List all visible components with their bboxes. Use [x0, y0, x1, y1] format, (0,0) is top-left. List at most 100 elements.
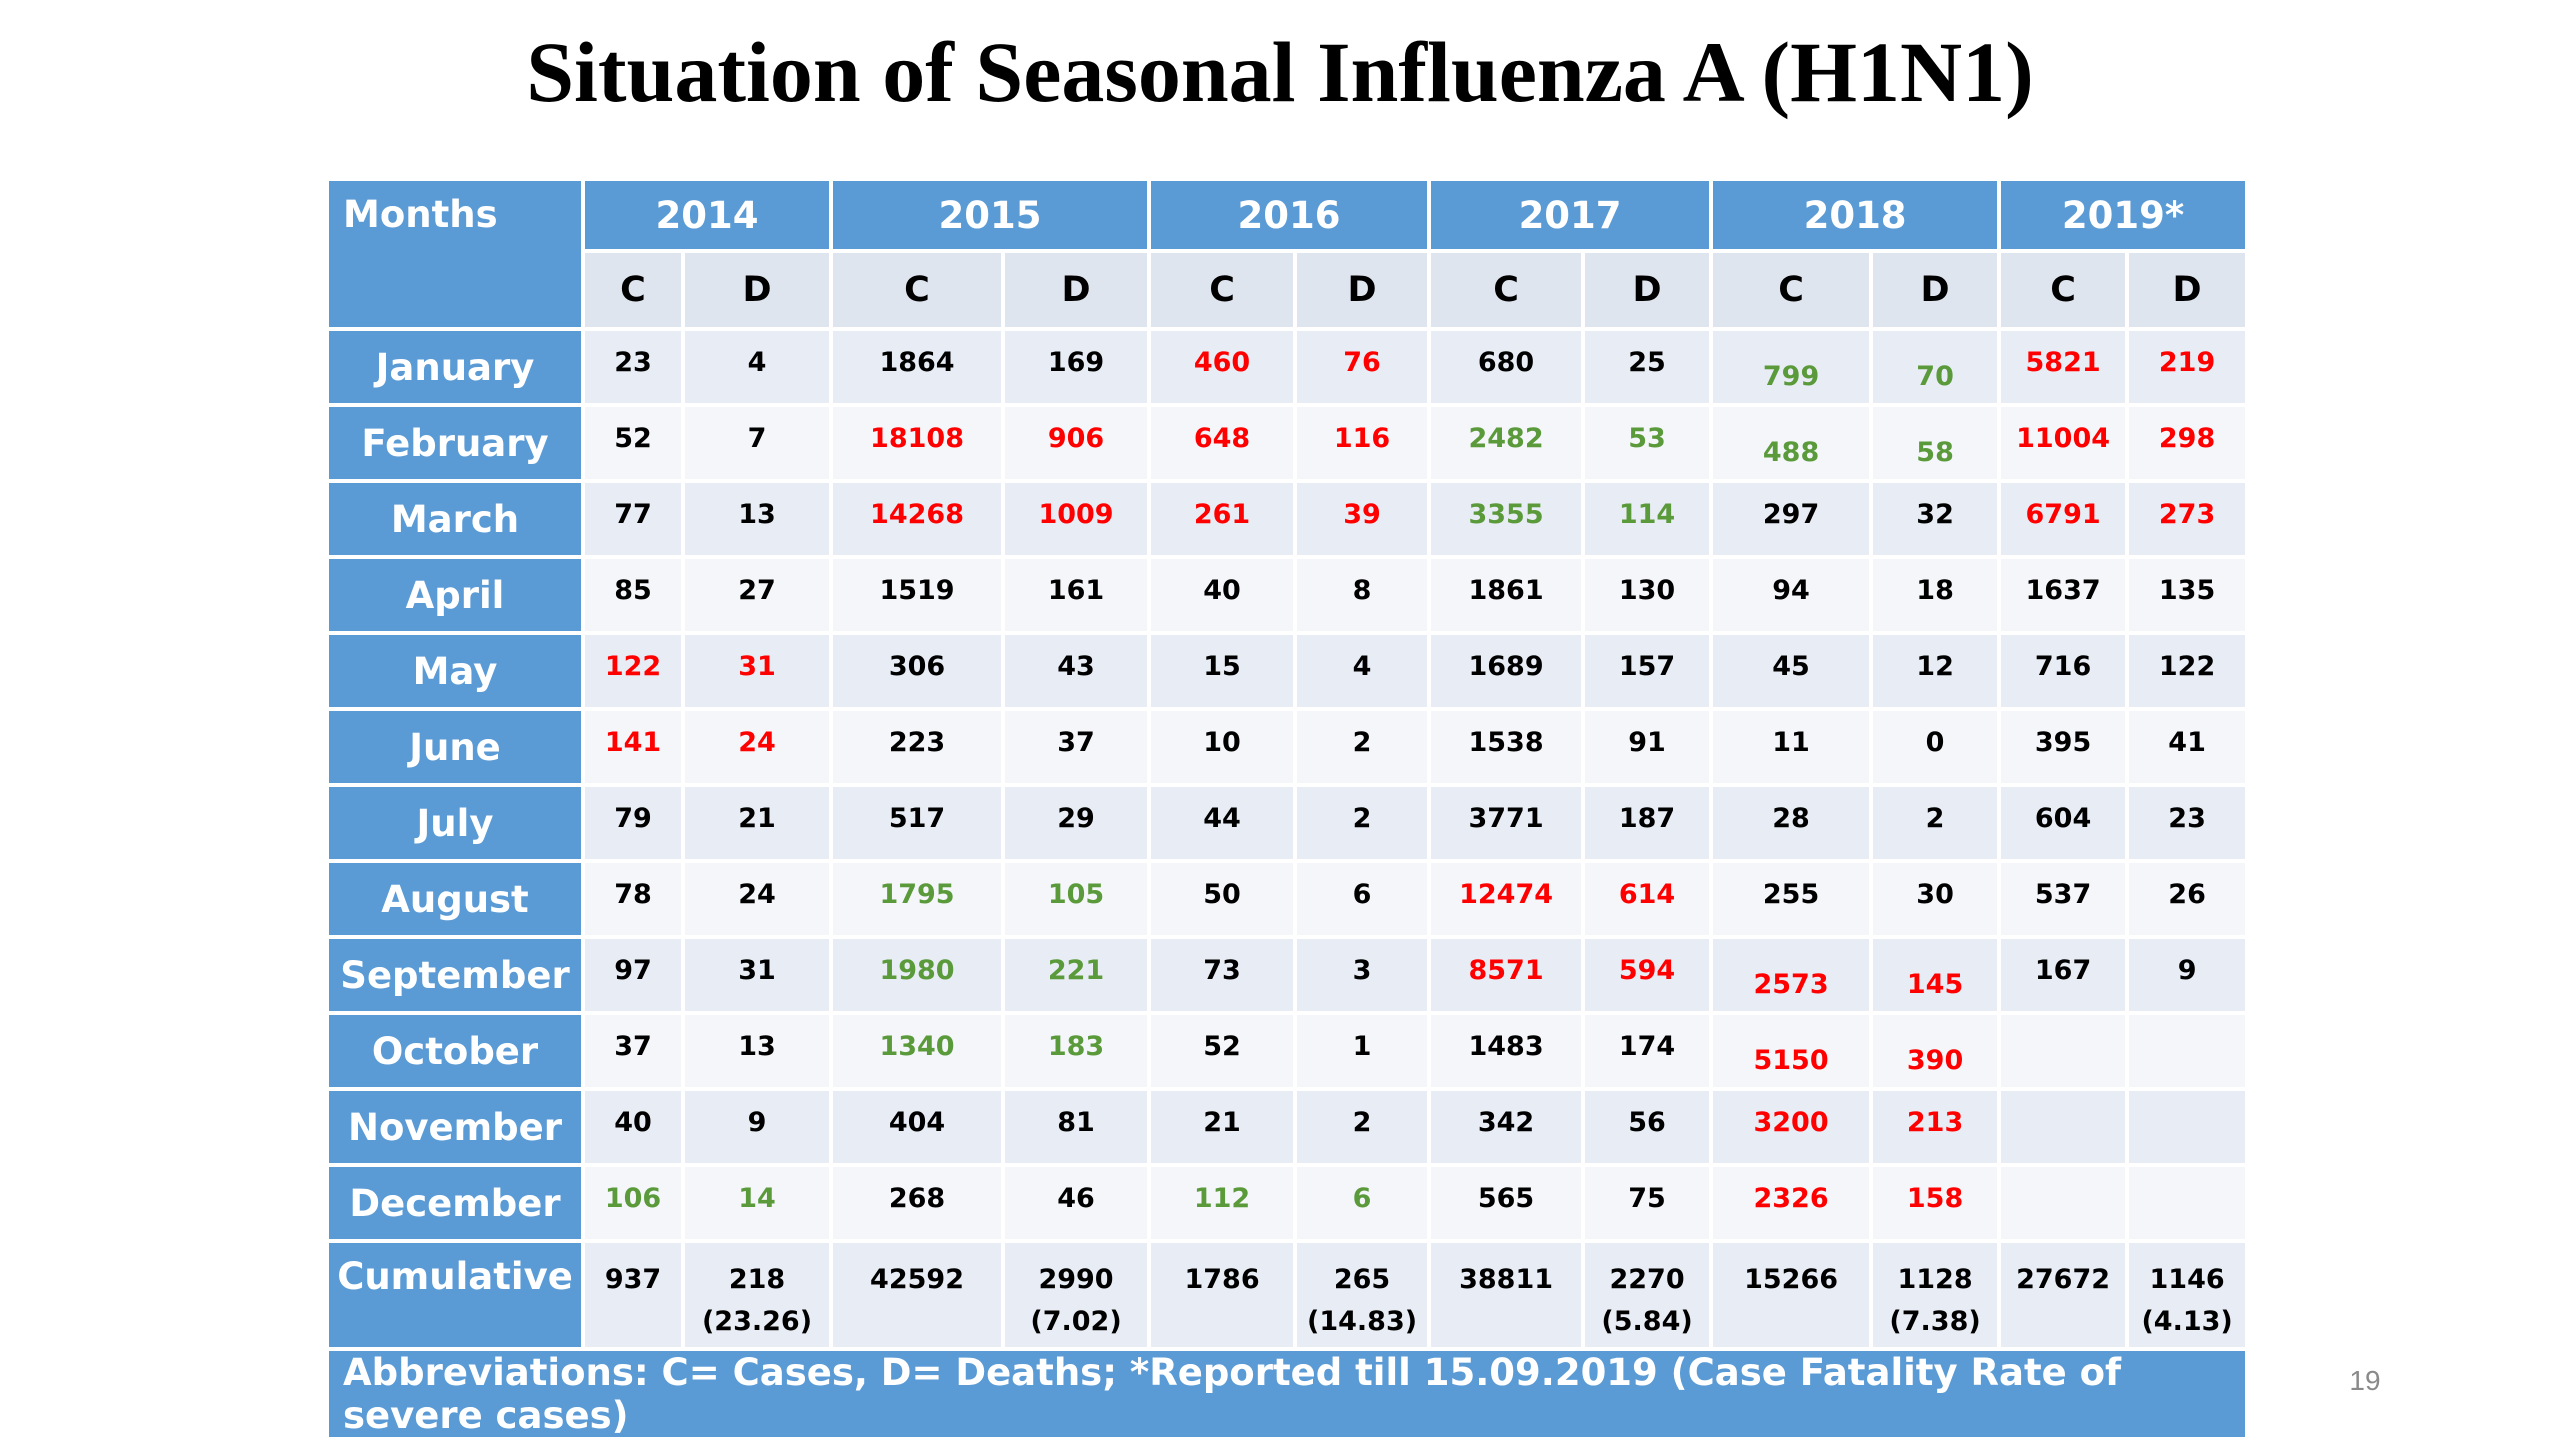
case-fatality-rate: (4.13) [2141, 1306, 2233, 1337]
table-row: December 106 14 268 46 112 6 565 75 2326 158 [325, 1163, 2250, 1243]
deaths-cell: 221 [1001, 935, 1152, 1015]
deaths-cell: 169 [1001, 327, 1152, 407]
deaths-cell: 13 [680, 1011, 834, 1091]
deaths-cell: 161 [1001, 555, 1152, 635]
cases-cell: 28 [1709, 783, 1874, 863]
deaths-cell: 9 [2125, 935, 2250, 1015]
deaths-cell: 76 [1293, 327, 1432, 407]
deaths-cell: 31 [680, 935, 834, 1015]
cumulative-cases-cell: 38811 [1427, 1239, 1586, 1351]
cumulative-value: 2270 [1609, 1264, 1685, 1295]
deaths-cell: 614 [1581, 859, 1714, 939]
cases-cell: 45 [1709, 631, 1874, 711]
cases-cell: 2326 [1709, 1163, 1874, 1243]
cases-cell: 460 [1147, 327, 1298, 407]
cases-subheader: C [1997, 249, 2130, 331]
deaths-cell [2125, 1011, 2250, 1091]
month-label: October [325, 1011, 585, 1091]
year-header: 2016 [1147, 177, 1432, 253]
cases-cell: 306 [829, 631, 1006, 711]
deaths-subheader: D [1869, 249, 2002, 331]
deaths-cell: 24 [680, 859, 834, 939]
cases-subheader: C [1147, 249, 1298, 331]
slide-number: 19 [2349, 1365, 2381, 1396]
table-row: September 97 31 1980 221 73 3 8571 594 2573 145 167… [325, 935, 2250, 1015]
cumulative-cases-cell: 1786 [1147, 1239, 1298, 1351]
cases-cell: 604 [1997, 783, 2130, 863]
year-header: 2017 [1427, 177, 1714, 253]
cumulative-value: 38811 [1459, 1264, 1554, 1295]
cumulative-value: 2990 [1038, 1264, 1114, 1295]
deaths-cell: 30 [1869, 859, 2002, 939]
year-header: 2014 [580, 177, 834, 253]
cases-cell: 297 [1709, 479, 1874, 559]
cumulative-cases-cell: 15266 [1709, 1239, 1874, 1351]
deaths-cell: 187 [1581, 783, 1714, 863]
cases-cell: 1689 [1427, 631, 1586, 711]
cases-cell: 261 [1147, 479, 1298, 559]
deaths-cell: 2 [1293, 707, 1432, 787]
cases-cell: 94 [1709, 555, 1874, 635]
deaths-cell: 53 [1581, 403, 1714, 483]
cases-cell: 44 [1147, 783, 1298, 863]
deaths-cell: 25 [1581, 327, 1714, 407]
deaths-cell: 6 [1293, 1163, 1432, 1243]
month-label: August [325, 859, 585, 939]
cases-cell: 73 [1147, 935, 1298, 1015]
cases-cell: 5821 [1997, 327, 2130, 407]
case-fatality-rate: (7.38) [1889, 1306, 1981, 1337]
cases-cell: 23 [581, 327, 685, 407]
cases-subheader: C [829, 249, 1006, 331]
cases-cell: 12474 [1427, 859, 1586, 939]
deaths-cell: 21 [680, 783, 834, 863]
table-row: August 78 24 1795 105 50 6 12474 614 255 30 537 26 [325, 859, 2250, 939]
cases-cell [1997, 1011, 2130, 1091]
page-title: Situation of Seasonal Influenza A (H1N1) [526, 24, 2034, 120]
cases-cell: 1637 [1997, 555, 2130, 635]
year-header: 2019* [1997, 177, 2250, 253]
cases-cell: 5150 [1709, 1011, 1874, 1091]
month-label: November [325, 1087, 585, 1167]
table-row: June 141 24 223 37 10 2 1538 91 11 0 395 41 [325, 707, 2250, 787]
cases-cell: 40 [581, 1087, 685, 1167]
cases-cell: 1538 [1427, 707, 1586, 787]
month-label: May [325, 631, 585, 711]
deaths-cell: 26 [2125, 859, 2250, 939]
deaths-cell: 3 [1293, 935, 1432, 1015]
cases-subheader: C [1427, 249, 1586, 331]
cumulative-deaths-cell: 265 (14.83) [1293, 1239, 1432, 1351]
cases-cell: 223 [829, 707, 1006, 787]
deaths-cell: 58 [1869, 403, 2002, 483]
cases-cell [1997, 1087, 2130, 1167]
cases-cell: 2573 [1709, 935, 1874, 1015]
cases-cell: 404 [829, 1087, 1006, 1167]
cases-cell: 37 [581, 1011, 685, 1091]
deaths-cell: 594 [1581, 935, 1714, 1015]
months-header: Months [325, 177, 585, 331]
cases-cell: 799 [1709, 327, 1874, 407]
cases-cell: 1483 [1427, 1011, 1586, 1091]
deaths-cell: 0 [1869, 707, 2002, 787]
deaths-cell: 157 [1581, 631, 1714, 711]
cases-cell: 648 [1147, 403, 1298, 483]
table-row: July 79 21 517 29 44 2 3771 187 28 2 604 23 [325, 783, 2250, 863]
deaths-subheader: D [1293, 249, 1432, 331]
cumulative-deaths-cell: 1146 (4.13) [2125, 1239, 2250, 1351]
cases-cell: 52 [581, 403, 685, 483]
cases-cell: 488 [1709, 403, 1874, 483]
cases-cell: 1340 [829, 1011, 1006, 1091]
cumulative-cases-cell: 937 [581, 1239, 685, 1351]
deaths-cell: 130 [1581, 555, 1714, 635]
case-fatality-rate: (23.26) [701, 1306, 813, 1337]
cases-cell: 1980 [829, 935, 1006, 1015]
deaths-cell: 116 [1293, 403, 1432, 483]
deaths-cell: 390 [1869, 1011, 2002, 1091]
cases-cell: 716 [1997, 631, 2130, 711]
deaths-cell: 12 [1869, 631, 2002, 711]
cases-cell [1997, 1163, 2130, 1243]
deaths-cell: 7 [680, 403, 834, 483]
deaths-cell: 213 [1869, 1087, 2002, 1167]
month-label: February [325, 403, 585, 483]
cases-cell: 79 [581, 783, 685, 863]
case-fatality-rate: (7.02) [1030, 1306, 1122, 1337]
